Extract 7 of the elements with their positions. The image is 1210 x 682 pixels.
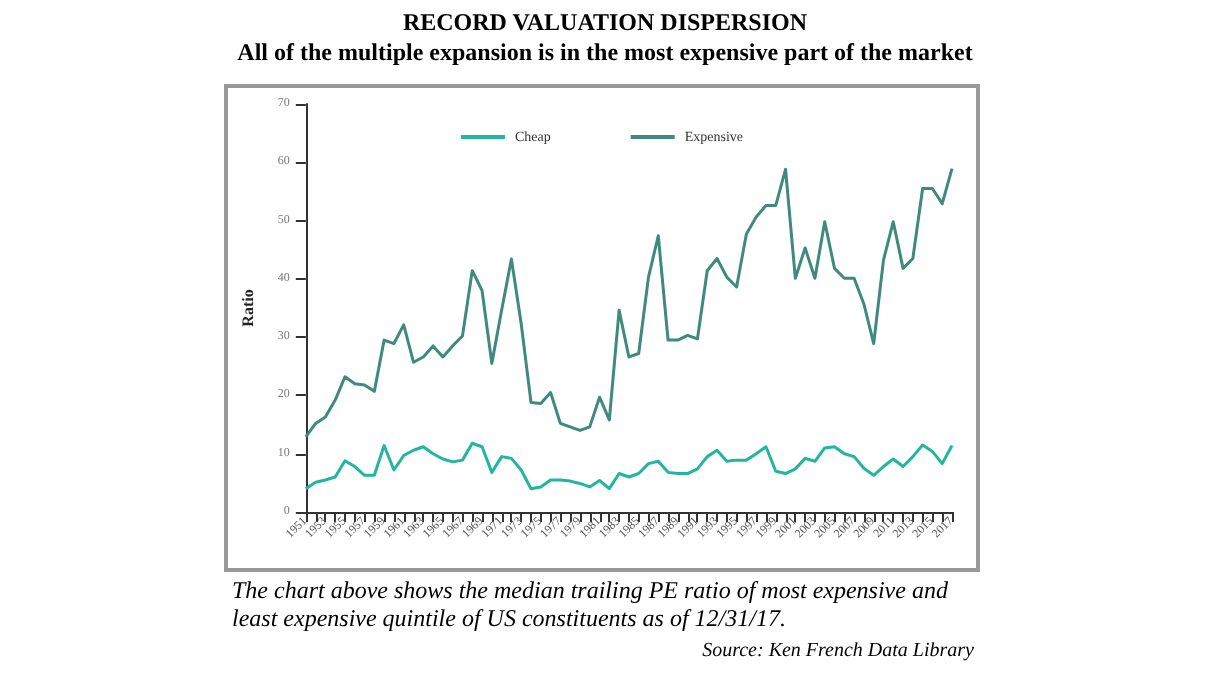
line-series xyxy=(304,167,954,439)
chart-subtitle: All of the multiple expansion is in the most expensive part of the market xyxy=(235,38,975,68)
source-note: Source: Ken French Data Library xyxy=(702,640,974,662)
text: The chart above shows the median trailing PE ratio of most expensive and least expensive quintile of US constituents as of 12/31/17. xyxy=(232,576,950,632)
line-series xyxy=(304,441,954,491)
chart-title: RECORD VALUATION DISPERSION xyxy=(400,8,810,38)
y-axis-title: Ratio xyxy=(239,289,257,327)
